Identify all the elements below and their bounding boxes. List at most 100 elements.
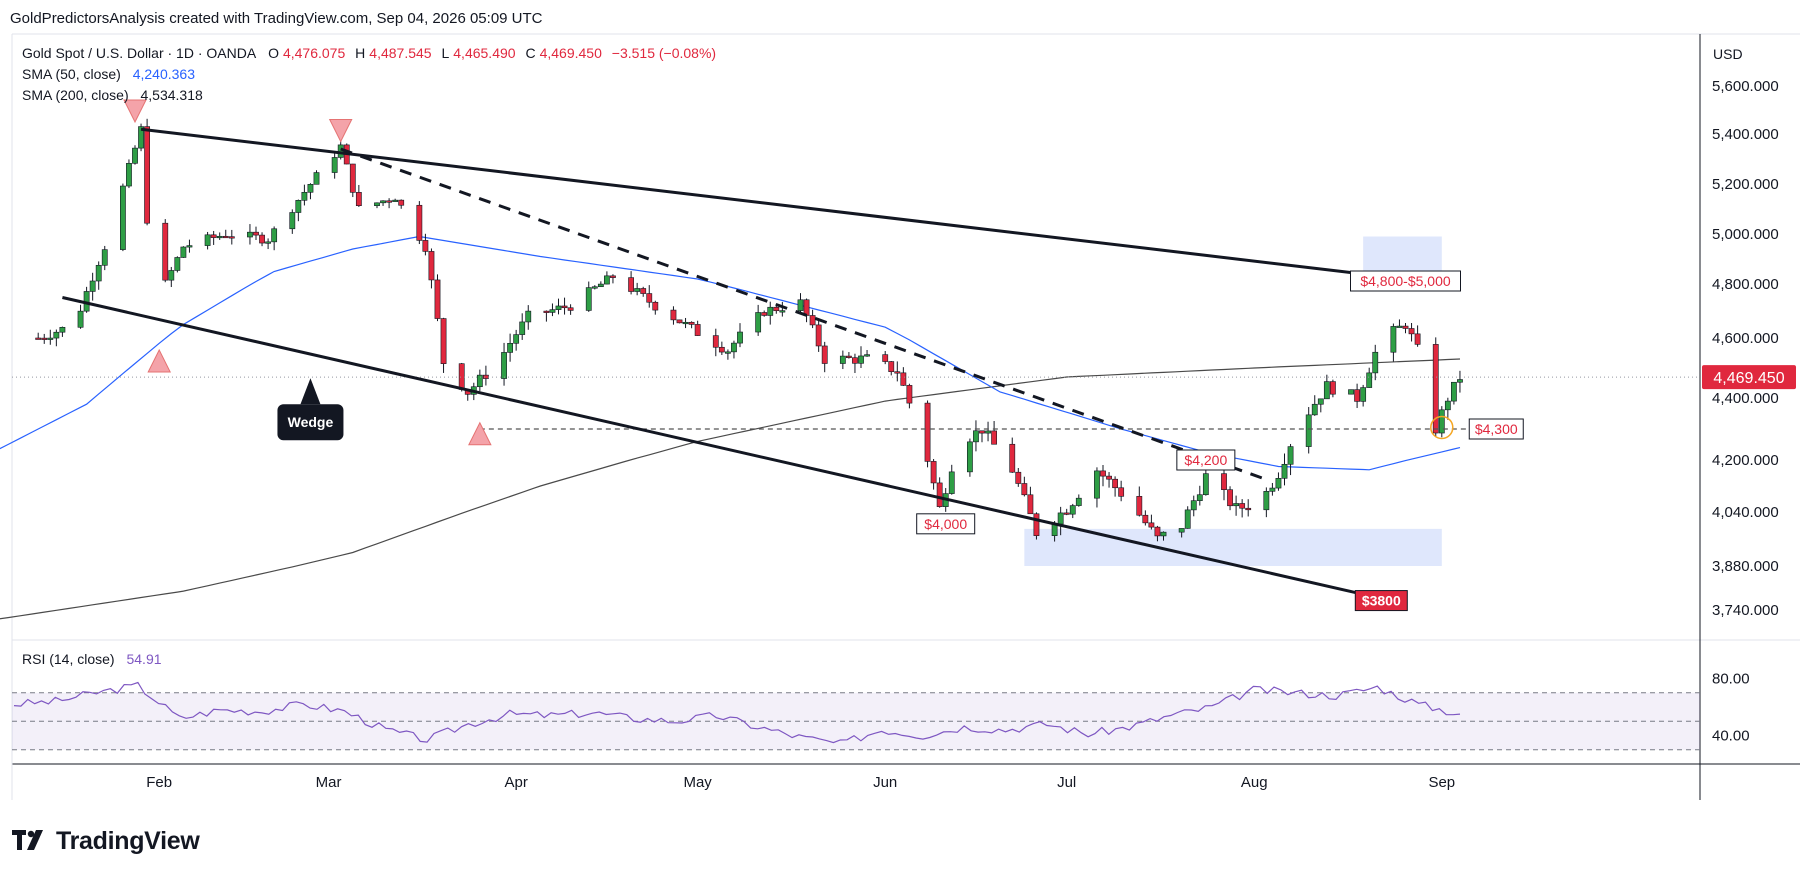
candle-body[interactable]: [501, 352, 507, 379]
candle-body[interactable]: [1408, 328, 1415, 335]
target-zone-label[interactable]: $4,800-$5,000: [1350, 270, 1461, 292]
candle-body[interactable]: [1118, 487, 1125, 497]
candle-body[interactable]: [440, 318, 447, 364]
candle-body[interactable]: [380, 200, 386, 204]
candle-body[interactable]: [1142, 514, 1149, 524]
candle-body[interactable]: [1015, 471, 1022, 484]
candle-body[interactable]: [991, 430, 997, 445]
candle-body[interactable]: [253, 231, 259, 236]
candle-body[interactable]: [331, 157, 338, 173]
candle-body[interactable]: [1305, 414, 1312, 447]
dashed-downtrend-line[interactable]: [340, 147, 1267, 481]
candle-body[interactable]: [779, 310, 786, 313]
candle-body[interactable]: [676, 319, 683, 324]
candle-body[interactable]: [610, 275, 616, 278]
rsi-legend[interactable]: RSI (14, close) 54.91: [22, 651, 162, 667]
candle-body[interactable]: [1275, 478, 1282, 489]
candle-body[interactable]: [374, 202, 380, 206]
candle-body[interactable]: [1414, 333, 1421, 345]
candle-body[interactable]: [1178, 528, 1185, 533]
candle-body[interactable]: [101, 249, 108, 266]
candle-body[interactable]: [1033, 513, 1040, 536]
candle-body[interactable]: [597, 283, 604, 288]
candle-body[interactable]: [259, 234, 265, 244]
candle-body[interactable]: [712, 335, 719, 348]
candle-body[interactable]: [1057, 512, 1064, 525]
candle-body[interactable]: [852, 357, 858, 364]
candle-body[interactable]: [1112, 478, 1118, 489]
candle-body[interactable]: [1348, 389, 1354, 395]
candle-body[interactable]: [1196, 494, 1203, 501]
candle-body[interactable]: [634, 288, 641, 292]
candle-body[interactable]: [416, 204, 423, 241]
candle-body[interactable]: [640, 288, 647, 294]
candle-body[interactable]: [422, 240, 429, 252]
candle-body[interactable]: [767, 306, 774, 316]
candle-body[interactable]: [755, 312, 762, 333]
candle-body[interactable]: [162, 222, 169, 281]
rsi-line[interactable]: [13, 681, 1461, 744]
candle-body[interactable]: [694, 324, 701, 336]
candle-body[interactable]: [900, 372, 907, 386]
candle-body[interactable]: [815, 324, 822, 347]
candle-body[interactable]: [761, 312, 768, 316]
candle-body[interactable]: [120, 185, 126, 250]
candle-body[interactable]: [737, 331, 743, 344]
candle-body[interactable]: [936, 482, 943, 507]
candle-body[interactable]: [1069, 505, 1076, 515]
candle-body[interactable]: [476, 374, 483, 388]
symbol-legend[interactable]: Gold Spot / U.S. Dollar · 1D · OANDA O 4,…: [22, 45, 716, 61]
candle-body[interactable]: [126, 163, 132, 187]
candle-body[interactable]: [924, 402, 931, 462]
candle-body[interactable]: [53, 331, 60, 339]
candle-body[interactable]: [1009, 443, 1016, 473]
candle-body[interactable]: [1154, 526, 1161, 537]
candle-body[interactable]: [948, 471, 955, 494]
candle-body[interactable]: [458, 363, 465, 390]
candle-body[interactable]: [295, 200, 302, 213]
candle-body[interactable]: [41, 337, 48, 340]
candle-body[interactable]: [1323, 381, 1330, 400]
candle-body[interactable]: [1075, 497, 1082, 506]
candle-body[interactable]: [349, 163, 356, 193]
candle-body[interactable]: [773, 306, 780, 312]
candle-body[interactable]: [724, 351, 731, 354]
candle-body[interactable]: [1354, 389, 1360, 402]
candle-body[interactable]: [731, 342, 737, 353]
candle-body[interactable]: [567, 307, 574, 311]
candle-body[interactable]: [507, 342, 513, 353]
candle-body[interactable]: [355, 192, 362, 206]
candle-body[interactable]: [210, 234, 217, 238]
candle-body[interactable]: [821, 345, 828, 364]
candle-body[interactable]: [628, 277, 634, 292]
candle-body[interactable]: [1263, 491, 1270, 511]
candle-body[interactable]: [1366, 372, 1373, 388]
candle-body[interactable]: [646, 293, 653, 303]
wedge-callout[interactable]: Wedge: [277, 378, 344, 441]
candle-body[interactable]: [561, 305, 568, 309]
candle-body[interactable]: [1402, 325, 1409, 329]
sma50-legend[interactable]: SMA (50, close) 4,240.363: [22, 66, 195, 82]
candle-body[interactable]: [216, 235, 223, 239]
candle-body[interactable]: [47, 337, 54, 340]
candle-body[interactable]: [906, 385, 913, 404]
candle-body[interactable]: [313, 172, 320, 185]
candle-body[interactable]: [894, 371, 901, 374]
candle-body[interactable]: [864, 354, 870, 357]
candle-body[interactable]: [1396, 325, 1403, 328]
candle-body[interactable]: [1360, 387, 1367, 402]
candle-body[interactable]: [1160, 531, 1167, 537]
candle-body[interactable]: [513, 334, 520, 344]
target-3800-label[interactable]: $3800: [1354, 590, 1408, 612]
candle-body[interactable]: [809, 315, 816, 326]
candle-body[interactable]: [1106, 475, 1112, 480]
candle-body[interactable]: [386, 200, 392, 203]
candle-body[interactable]: [1233, 503, 1239, 507]
candle-body[interactable]: [519, 321, 526, 335]
candle-body[interactable]: [1287, 446, 1294, 465]
tradingview-logo[interactable]: TradingView: [12, 826, 200, 856]
candle-body[interactable]: [35, 337, 42, 340]
candle-body[interactable]: [1136, 496, 1143, 516]
level-4000-label[interactable]: $4,000: [916, 513, 976, 535]
